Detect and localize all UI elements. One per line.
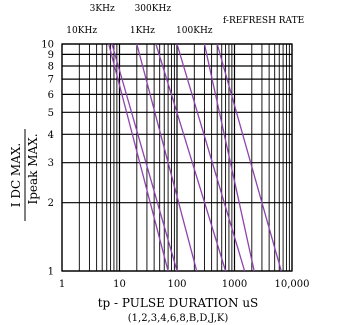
x-axis-subtitle: (1,2,3,4,6,8,B,D,J,K) (128, 313, 229, 324)
y-tick-label: 2 (48, 198, 54, 209)
frequency-label: 1KHz (130, 26, 155, 36)
series-line (216, 43, 282, 272)
x-tick-label: 10,000 (275, 279, 310, 290)
x-tick-label: 100 (167, 279, 186, 290)
series-line (111, 43, 178, 272)
x-tick-label: 1 (59, 279, 65, 290)
frequency-label: 10KHz (66, 26, 97, 36)
frequency-label: 300KHz (135, 4, 172, 14)
frequency-label: f-REFRESH RATE (223, 16, 304, 26)
y-tick-label: 5 (48, 108, 54, 119)
chart-frequency-labels: 3KHz 300KHz 10KHz 1KHz 100KHz f-REFRESH RATE (66, 4, 304, 36)
y-tick-label: 4 (48, 130, 54, 141)
chart-series-lines (108, 43, 282, 272)
y-tick-label: 9 (48, 50, 54, 61)
x-axis-title: tp - PULSE DURATION uS (98, 296, 259, 310)
series-line (176, 43, 246, 272)
series-line (136, 43, 198, 272)
x-tick-label: 1000 (222, 279, 247, 290)
y-tick-label: 8 (48, 62, 54, 73)
y-axis-title: Ipeak MAX. (26, 133, 40, 204)
y-tick-label: 10 (41, 40, 54, 51)
series-line (155, 43, 227, 272)
y-axis-title-group: Ipeak MAX. I DC MAX. (9, 129, 40, 221)
y-tick-label: 1 (48, 267, 54, 278)
chart-grid (61, 43, 293, 272)
y-axis-title-denominator: I DC MAX. (9, 143, 23, 207)
y-tick-label: 7 (48, 75, 54, 86)
y-tick-label: 3 (48, 158, 54, 169)
frequency-label: 3KHz (90, 4, 115, 14)
frequency-label: 100KHz (176, 26, 213, 36)
x-tick-label: 10 (113, 279, 126, 290)
series-line (203, 43, 255, 272)
series-line (108, 43, 169, 272)
y-tick-label: 6 (48, 90, 54, 101)
